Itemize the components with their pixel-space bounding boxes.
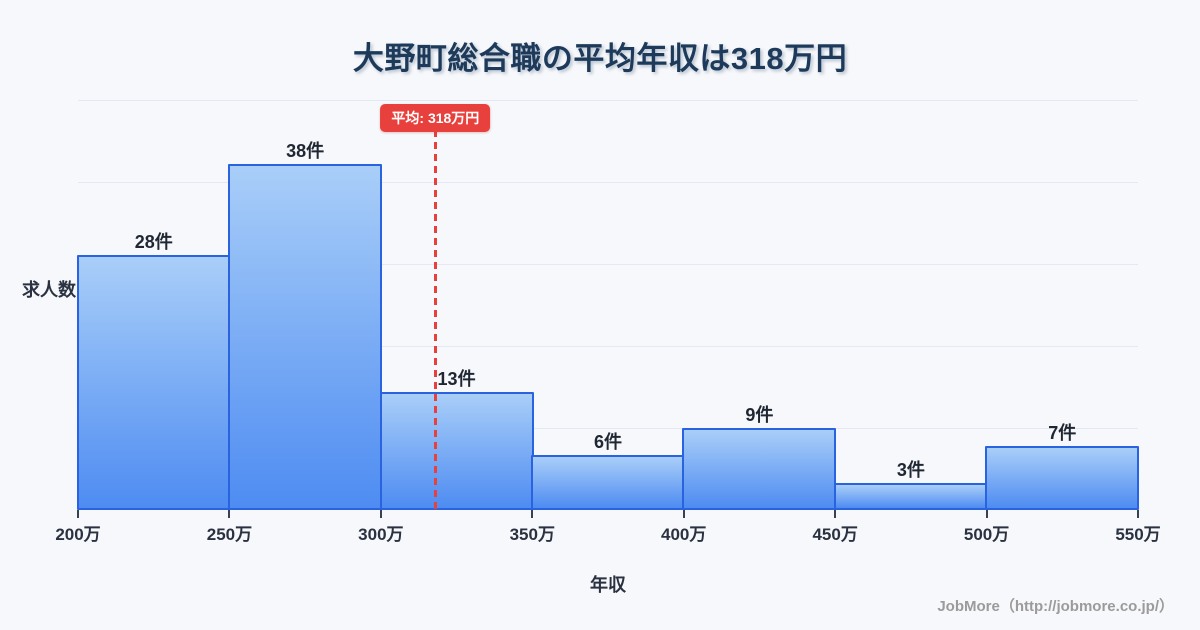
- x-tick-mark: [531, 510, 534, 518]
- x-tick-mark: [379, 510, 382, 518]
- x-tick-label: 500万: [963, 525, 1010, 544]
- x-tick-mark: [1137, 510, 1139, 518]
- bar-value-label: 38件: [286, 140, 325, 161]
- x-tick-label: 450万: [812, 525, 858, 544]
- x-tick-mark: [834, 510, 837, 518]
- bar-value-label: 13件: [437, 368, 476, 389]
- x-tick-label: 400万: [661, 525, 707, 544]
- footer-credit: JobMore（http://jobmore.co.jp/）: [937, 598, 1174, 615]
- x-tick-label: 200万: [55, 525, 101, 544]
- histogram-bar: [228, 163, 383, 510]
- bar-value-label: 28件: [134, 231, 173, 252]
- x-tick-label: 300万: [358, 525, 404, 544]
- bar-value-label: 9件: [745, 405, 774, 425]
- bar-value-label: 6件: [593, 432, 622, 453]
- bar-value-label: 7件: [1048, 423, 1077, 444]
- y-axis-label: 求人数: [22, 280, 76, 300]
- histogram-bar: [682, 428, 837, 510]
- histogram-bar: [985, 446, 1140, 510]
- histogram-bar: [833, 482, 988, 510]
- histogram-bar: [76, 254, 231, 510]
- gridline: [78, 346, 1138, 347]
- x-tick-label: 250万: [206, 525, 253, 544]
- average-value-badge: 平均: 318万円: [380, 104, 491, 132]
- gridline: [78, 428, 1138, 429]
- x-tick-mark: [228, 510, 231, 518]
- bar-value-label: 3件: [896, 459, 925, 480]
- gridline: [78, 264, 1138, 265]
- histogram-bar: [531, 455, 685, 510]
- x-tick-label: 550万: [1115, 525, 1161, 544]
- x-axis-label: 年収: [590, 575, 626, 595]
- gridline: [78, 100, 1138, 101]
- x-tick-mark: [682, 510, 685, 518]
- histogram-bar: [379, 391, 534, 510]
- x-tick-label: 350万: [509, 525, 555, 544]
- page-title: 大野町総合職の平均年収は318万円: [352, 41, 848, 76]
- x-tick-mark: [77, 510, 79, 518]
- gridline: [78, 182, 1138, 183]
- x-tick-mark: [985, 510, 988, 518]
- average-dashed-line: [433, 130, 437, 510]
